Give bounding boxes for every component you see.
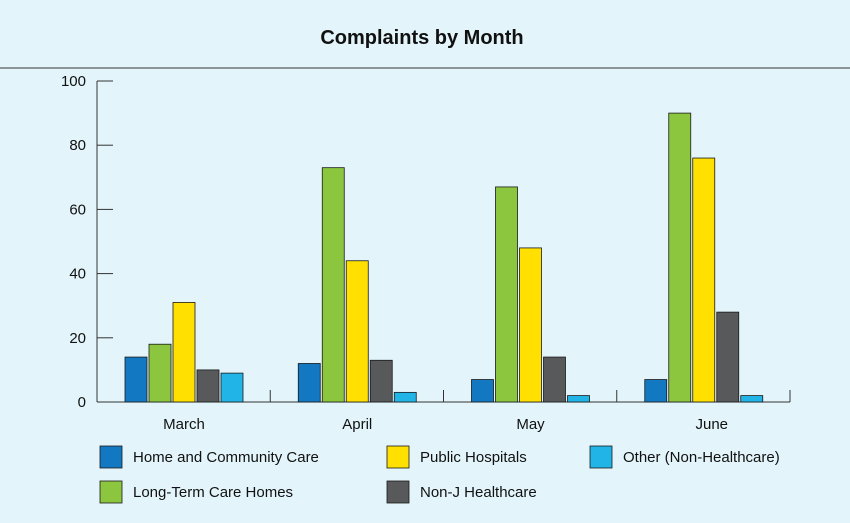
bar-long-term-care-homes-april bbox=[321, 167, 345, 403]
chart-title: Complaints by Month bbox=[320, 27, 523, 49]
bar-home-and-community-care-may bbox=[471, 379, 494, 403]
x-category-label-may: May bbox=[516, 416, 545, 433]
legend-swatch bbox=[386, 480, 410, 504]
legend-swatch bbox=[386, 445, 410, 469]
legend-label: Home and Community Care bbox=[133, 449, 319, 466]
bar-public-hospitals-april bbox=[345, 260, 369, 403]
bar-other-non-healthcare-april bbox=[393, 391, 417, 403]
y-tick-label: 100 bbox=[61, 73, 86, 90]
bar-home-and-community-care-june bbox=[644, 379, 668, 403]
bar-long-term-care-homes-may bbox=[495, 186, 518, 403]
x-category-label-june: June bbox=[695, 416, 728, 433]
legend-item-long-term-care-homes: Long-Term Care Homes bbox=[99, 480, 293, 504]
bar-non-j-healthcare-may bbox=[543, 356, 566, 403]
bar-public-hospitals-march bbox=[172, 302, 196, 403]
legend-swatch bbox=[589, 445, 613, 469]
legend: Home and Community Care Long-Term Care Ho… bbox=[99, 445, 780, 504]
bar-other-non-healthcare-may bbox=[567, 395, 590, 403]
legend-item-other-non-healthcare: Other (Non-Healthcare) bbox=[589, 445, 780, 469]
y-tick-label: 60 bbox=[69, 201, 86, 218]
legend-label: Non-J Healthcare bbox=[420, 484, 537, 501]
legend-item-home-and-community-care: Home and Community Care bbox=[99, 445, 319, 469]
bar-non-j-healthcare-june bbox=[716, 311, 740, 403]
legend-item-non-j-healthcare: Non-J Healthcare bbox=[386, 480, 537, 504]
legend-label: Other (Non-Healthcare) bbox=[623, 449, 780, 466]
bar-other-non-healthcare-march bbox=[220, 372, 244, 403]
x-category-label-march: March bbox=[163, 416, 205, 433]
bar-long-term-care-homes-march bbox=[148, 343, 172, 403]
bar-public-hospitals-june bbox=[692, 157, 716, 403]
legend-label: Long-Term Care Homes bbox=[133, 484, 293, 501]
bar-long-term-care-homes-june bbox=[668, 112, 692, 403]
bar-home-and-community-care-march bbox=[124, 356, 148, 403]
bars bbox=[124, 112, 764, 403]
y-tick-label: 0 bbox=[78, 394, 86, 411]
legend-item-public-hospitals: Public Hospitals bbox=[386, 445, 527, 469]
legend-swatch bbox=[99, 480, 123, 504]
x-category-label-april: April bbox=[342, 416, 372, 433]
legend-label: Public Hospitals bbox=[420, 449, 527, 466]
bar-non-j-healthcare-april bbox=[369, 359, 393, 403]
y-axis: 0 20 40 60 80 100 bbox=[61, 73, 113, 411]
bar-home-and-community-care-april bbox=[297, 363, 321, 403]
bar-public-hospitals-may bbox=[519, 247, 542, 403]
bar-other-non-healthcare-june bbox=[740, 395, 764, 403]
y-tick-label: 80 bbox=[69, 137, 86, 154]
y-tick-label: 20 bbox=[69, 330, 86, 347]
legend-swatch bbox=[99, 445, 123, 469]
y-tick-label: 40 bbox=[69, 266, 86, 283]
bar-non-j-healthcare-march bbox=[196, 369, 220, 403]
